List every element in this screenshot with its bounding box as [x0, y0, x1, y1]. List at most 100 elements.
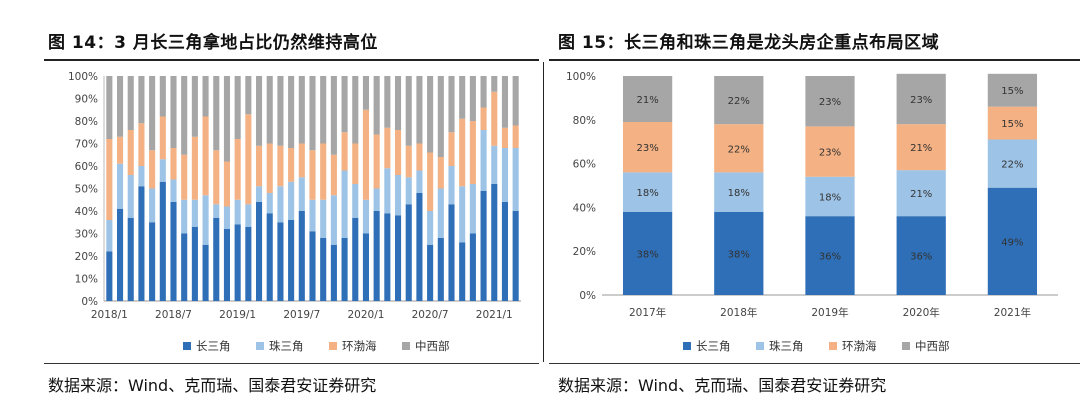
bar-segment-2018-10-9-3 [202, 76, 209, 117]
bar-segment-2020-6-29-1 [416, 170, 423, 193]
data-label-2017-0: 38% [636, 249, 658, 260]
bar-segment-2020-11-34-1 [469, 184, 476, 234]
bar-segment-2021-3-38-2 [512, 125, 519, 148]
y-tick-label-100: 100% [566, 71, 596, 83]
bar-segment-2021-2-37-3 [501, 76, 509, 128]
bar-segment-2020-3-1 [896, 170, 946, 217]
legend-label-2: 环渤海 [842, 339, 877, 353]
bar-segment-2019-1-12-2 [234, 139, 241, 200]
bar-segment-2019-11-22-0 [341, 238, 348, 301]
bar-segment-2021-1-36-0 [491, 184, 498, 301]
bar-segment-2020-1-24-0 [362, 233, 370, 301]
bar-segment-2018-6-5-0 [159, 181, 166, 301]
data-label-2019-1: 18% [819, 192, 841, 203]
y-tick-label-80: 80% [75, 116, 98, 128]
bar-segment-2019-1-12-1 [234, 199, 241, 225]
bar-segment-2021-2-37-1 [501, 148, 509, 202]
bar-segment-2019-2-13-2 [245, 114, 252, 205]
bar-segment-2017-0-2 [622, 121, 673, 173]
bar-segment-2020-2-25-2 [373, 134, 380, 189]
bar-segment-2020-9-32-0 [448, 204, 455, 301]
legend-swatch-2 [329, 342, 337, 350]
bar-segment-2020-6-29-0 [416, 193, 423, 301]
data-label-2017-1: 18% [636, 188, 658, 199]
x-tick-label-2020-7: 2020/7 [412, 309, 449, 321]
bar-segment-2018-1-0-0 [106, 251, 113, 301]
data-label-2020-1: 21% [910, 189, 932, 200]
bar-segment-2018-3-2-3 [127, 76, 134, 130]
x-tick-label-2021-1: 2021/1 [476, 309, 513, 321]
bar-segment-2019-7-18-3 [298, 76, 305, 144]
data-label-2018-2: 22% [728, 144, 750, 155]
bar-segment-2019-10-21-3 [330, 76, 337, 155]
bar-segment-2021-4-3 [987, 73, 1038, 107]
left-title-rule [44, 59, 539, 61]
bar-segment-2018-11-10-3 [213, 76, 220, 151]
bar-segment-2018-4-3-1 [138, 166, 145, 187]
y-tick-label-60: 60% [573, 159, 596, 171]
bar-segment-2018-7-6-3 [170, 76, 177, 148]
data-label-2020-3: 23% [910, 95, 932, 106]
bar-segment-2020-11-34-3 [469, 76, 476, 121]
x-tick-label-2019-7: 2019/7 [283, 309, 320, 321]
bar-segment-2019-4-15-1 [266, 193, 273, 214]
data-label-2021-0: 49% [1001, 237, 1023, 248]
data-label-2017-3: 21% [636, 95, 658, 106]
bar-segment-2020-5-28-1 [405, 177, 412, 205]
bar-segment-2019-8-19-2 [309, 150, 316, 200]
data-label-2018-1: 18% [728, 188, 750, 199]
bar-segment-2018-11-10-1 [213, 204, 220, 218]
bar-segment-2020-10-33-0 [459, 242, 466, 301]
data-label-2020-2: 21% [910, 143, 932, 154]
bar-segment-2020-7-30-2 [427, 152, 434, 211]
bar-segment-2018-1-0-1 [106, 220, 113, 252]
bar-segment-2021-1-36-1 [491, 145, 498, 184]
data-label-2017-2: 23% [636, 143, 658, 154]
bar-segment-2020-5-28-0 [405, 204, 412, 301]
bar-segment-2019-8-19-1 [309, 199, 316, 232]
bar-segment-2019-11-22-2 [341, 132, 348, 171]
y-tick-label-0: 0% [579, 290, 596, 302]
bar-segment-2018-11-10-2 [213, 150, 220, 205]
bar-segment-2021-2-37-2 [501, 127, 509, 148]
bar-segment-2018-1-2 [714, 124, 764, 173]
bar-segment-2018-10-9-1 [202, 195, 209, 245]
bar-segment-2018-12-11-3 [223, 76, 231, 162]
bar-segment-2019-10-21-0 [330, 244, 337, 301]
legend-swatch-3 [402, 342, 410, 350]
bar-segment-2020-10-33-3 [459, 76, 466, 119]
legend-label-0: 长三角 [196, 339, 231, 353]
y-tick-label-30: 30% [75, 229, 98, 241]
y-tick-label-60: 60% [75, 161, 98, 173]
bar-segment-2019-7-18-1 [298, 177, 305, 211]
legend-label-0: 长三角 [696, 339, 731, 353]
bar-segment-2020-8-31-1 [437, 188, 444, 238]
bar-segment-2018-6-5-2 [159, 116, 166, 160]
legend-label-2: 环渤海 [342, 339, 377, 353]
x-tick-label-2018-7: 2018/7 [155, 309, 192, 321]
bar-segment-2019-9-20-1 [320, 199, 327, 238]
bar-segment-2020-4-27-0 [394, 215, 402, 301]
left-source-note: 数据来源：Wind、克而瑞、国泰君安证券研究 [48, 376, 377, 395]
bar-segment-2019-3-14-0 [255, 202, 263, 301]
right-bottom-rule [549, 363, 1080, 364]
data-label-2021-2: 15% [1001, 119, 1023, 130]
bar-segment-2020-12-35-0 [480, 190, 487, 301]
bar-segment-2020-8-31-2 [437, 157, 444, 189]
bar-segment-2020-12-35-2 [480, 107, 487, 130]
bar-segment-2017-0-3 [622, 76, 673, 122]
legend-swatch-1 [756, 342, 764, 350]
bar-segment-2018-8-7-3 [181, 76, 188, 155]
x-tick-label-1: 2018年 [720, 306, 757, 319]
bar-segment-2018-7-6-0 [170, 202, 177, 301]
legend-swatch-0 [683, 342, 691, 350]
bar-segment-2020-12-35-1 [480, 130, 487, 191]
bar-segment-2019-9-20-3 [320, 76, 327, 144]
legend-swatch-1 [256, 342, 264, 350]
data-label-2019-3: 23% [819, 97, 841, 108]
bar-segment-2021-3-38-3 [512, 76, 519, 126]
bar-segment-2020-5-28-3 [405, 76, 412, 146]
x-tick-label-4: 2021年 [994, 306, 1031, 319]
bar-segment-2019-8-19-0 [309, 231, 316, 301]
bar-segment-2019-6-17-2 [288, 148, 295, 182]
